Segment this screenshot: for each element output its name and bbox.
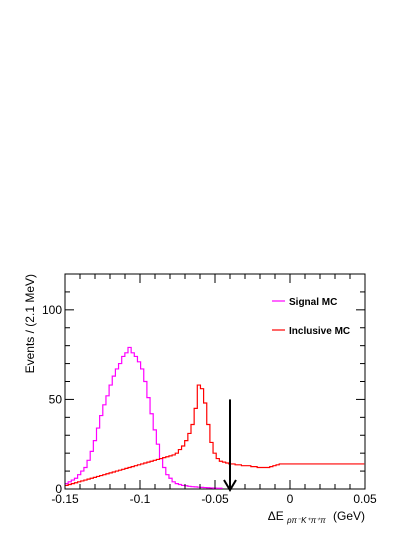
x-axis-title-subscript: pπ⁻K⁺π⁺π xyxy=(286,516,326,525)
series-signal-mc xyxy=(65,346,223,489)
x-axis-title: ΔE pπ⁻K⁺π⁺π (GeV) xyxy=(268,509,365,526)
y-tick-label: 100 xyxy=(42,303,62,317)
x-tick-label: -0.05 xyxy=(201,492,229,506)
series-inclusive-mc xyxy=(65,384,365,487)
y-tick-label: 50 xyxy=(49,392,63,406)
series-layer xyxy=(65,346,365,489)
ticks-layer xyxy=(64,273,366,490)
x-tick-label: 0.05 xyxy=(353,492,377,506)
legend: Signal MC Inclusive MC xyxy=(272,297,350,337)
y-tick-label: 0 xyxy=(55,482,62,496)
cut-arrow xyxy=(223,399,237,492)
cut-arrow-head xyxy=(223,479,237,492)
x-tick-label: 0 xyxy=(287,492,294,506)
x-tick-label: -0.1 xyxy=(130,492,151,506)
y-axis-title: Events / (2.1 MeV) xyxy=(23,274,37,373)
x-axis-title-prefix: ΔE xyxy=(268,509,284,523)
tick-labels-layer: -0.15 -0.1 -0.05 0 0.05 0 50 100 xyxy=(42,303,377,506)
x-axis-title-unit: (GeV) xyxy=(333,509,365,523)
x-tick-label: -0.15 xyxy=(51,492,79,506)
legend-label-signal-mc: Signal MC xyxy=(289,297,337,308)
legend-label-inclusive-mc: Inclusive MC xyxy=(289,326,350,337)
